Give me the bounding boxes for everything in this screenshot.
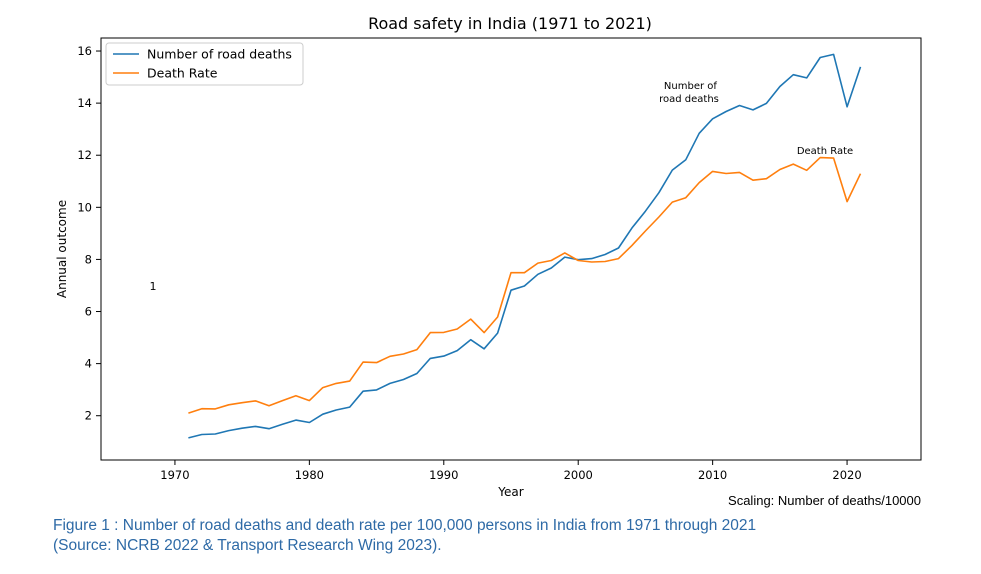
scaling-note: Scaling: Number of deaths/10000 bbox=[728, 493, 921, 508]
y-tick-label: 8 bbox=[85, 252, 92, 266]
legend-label-deaths: Number of road deaths bbox=[147, 47, 292, 62]
caption-line-2: (Source: NCRB 2022 & Transport Research … bbox=[53, 537, 442, 554]
x-tick-label: 2020 bbox=[832, 468, 861, 482]
y-tick-label: 16 bbox=[77, 44, 92, 58]
legend-box bbox=[105, 42, 304, 86]
series-death-rate-line bbox=[188, 156, 862, 414]
x-tick-label: 2000 bbox=[564, 468, 593, 482]
x-tick-label: 1970 bbox=[160, 468, 189, 482]
annotation-death-rate: Death Rate bbox=[797, 146, 853, 157]
annotation-road-deaths: Number of road deaths bbox=[659, 81, 720, 105]
y-tick-label: 12 bbox=[77, 148, 92, 162]
y-axis: 2 4 6 8 10 12 14 16 bbox=[77, 44, 101, 423]
x-tick-label: 1990 bbox=[429, 468, 458, 482]
y-axis-label: Annual outcome bbox=[55, 200, 69, 298]
x-tick-label: 2010 bbox=[698, 468, 727, 482]
chart-title: Road safety in India (1971 to 2021) bbox=[368, 14, 652, 33]
x-axis: 1970 1980 1990 2000 2010 2020 bbox=[160, 460, 862, 482]
annotation-road-deaths-line2: road deaths bbox=[659, 94, 719, 105]
series-layer bbox=[188, 53, 862, 439]
y-tick-label: 10 bbox=[77, 200, 92, 214]
y-tick-label: 2 bbox=[85, 409, 92, 423]
y-tick-label: 14 bbox=[77, 96, 92, 110]
y-tick-label: 6 bbox=[85, 305, 92, 319]
figure-caption: Figure 1 : Number of road deaths and dea… bbox=[53, 516, 953, 556]
annotation-road-deaths-line1: Number of bbox=[664, 81, 717, 92]
y-tick-label: 4 bbox=[85, 357, 92, 371]
x-axis-label: Year bbox=[497, 485, 523, 499]
caption-line-1: Figure 1 : Number of road deaths and dea… bbox=[53, 517, 757, 534]
plot-area bbox=[100, 37, 922, 461]
legend: Number of road deaths Death Rate bbox=[105, 42, 304, 86]
legend-label-rate: Death Rate bbox=[147, 66, 218, 81]
series-road-deaths-line bbox=[188, 53, 862, 439]
x-tick-label: 1980 bbox=[295, 468, 324, 482]
annotation-one: 1 bbox=[150, 280, 157, 293]
